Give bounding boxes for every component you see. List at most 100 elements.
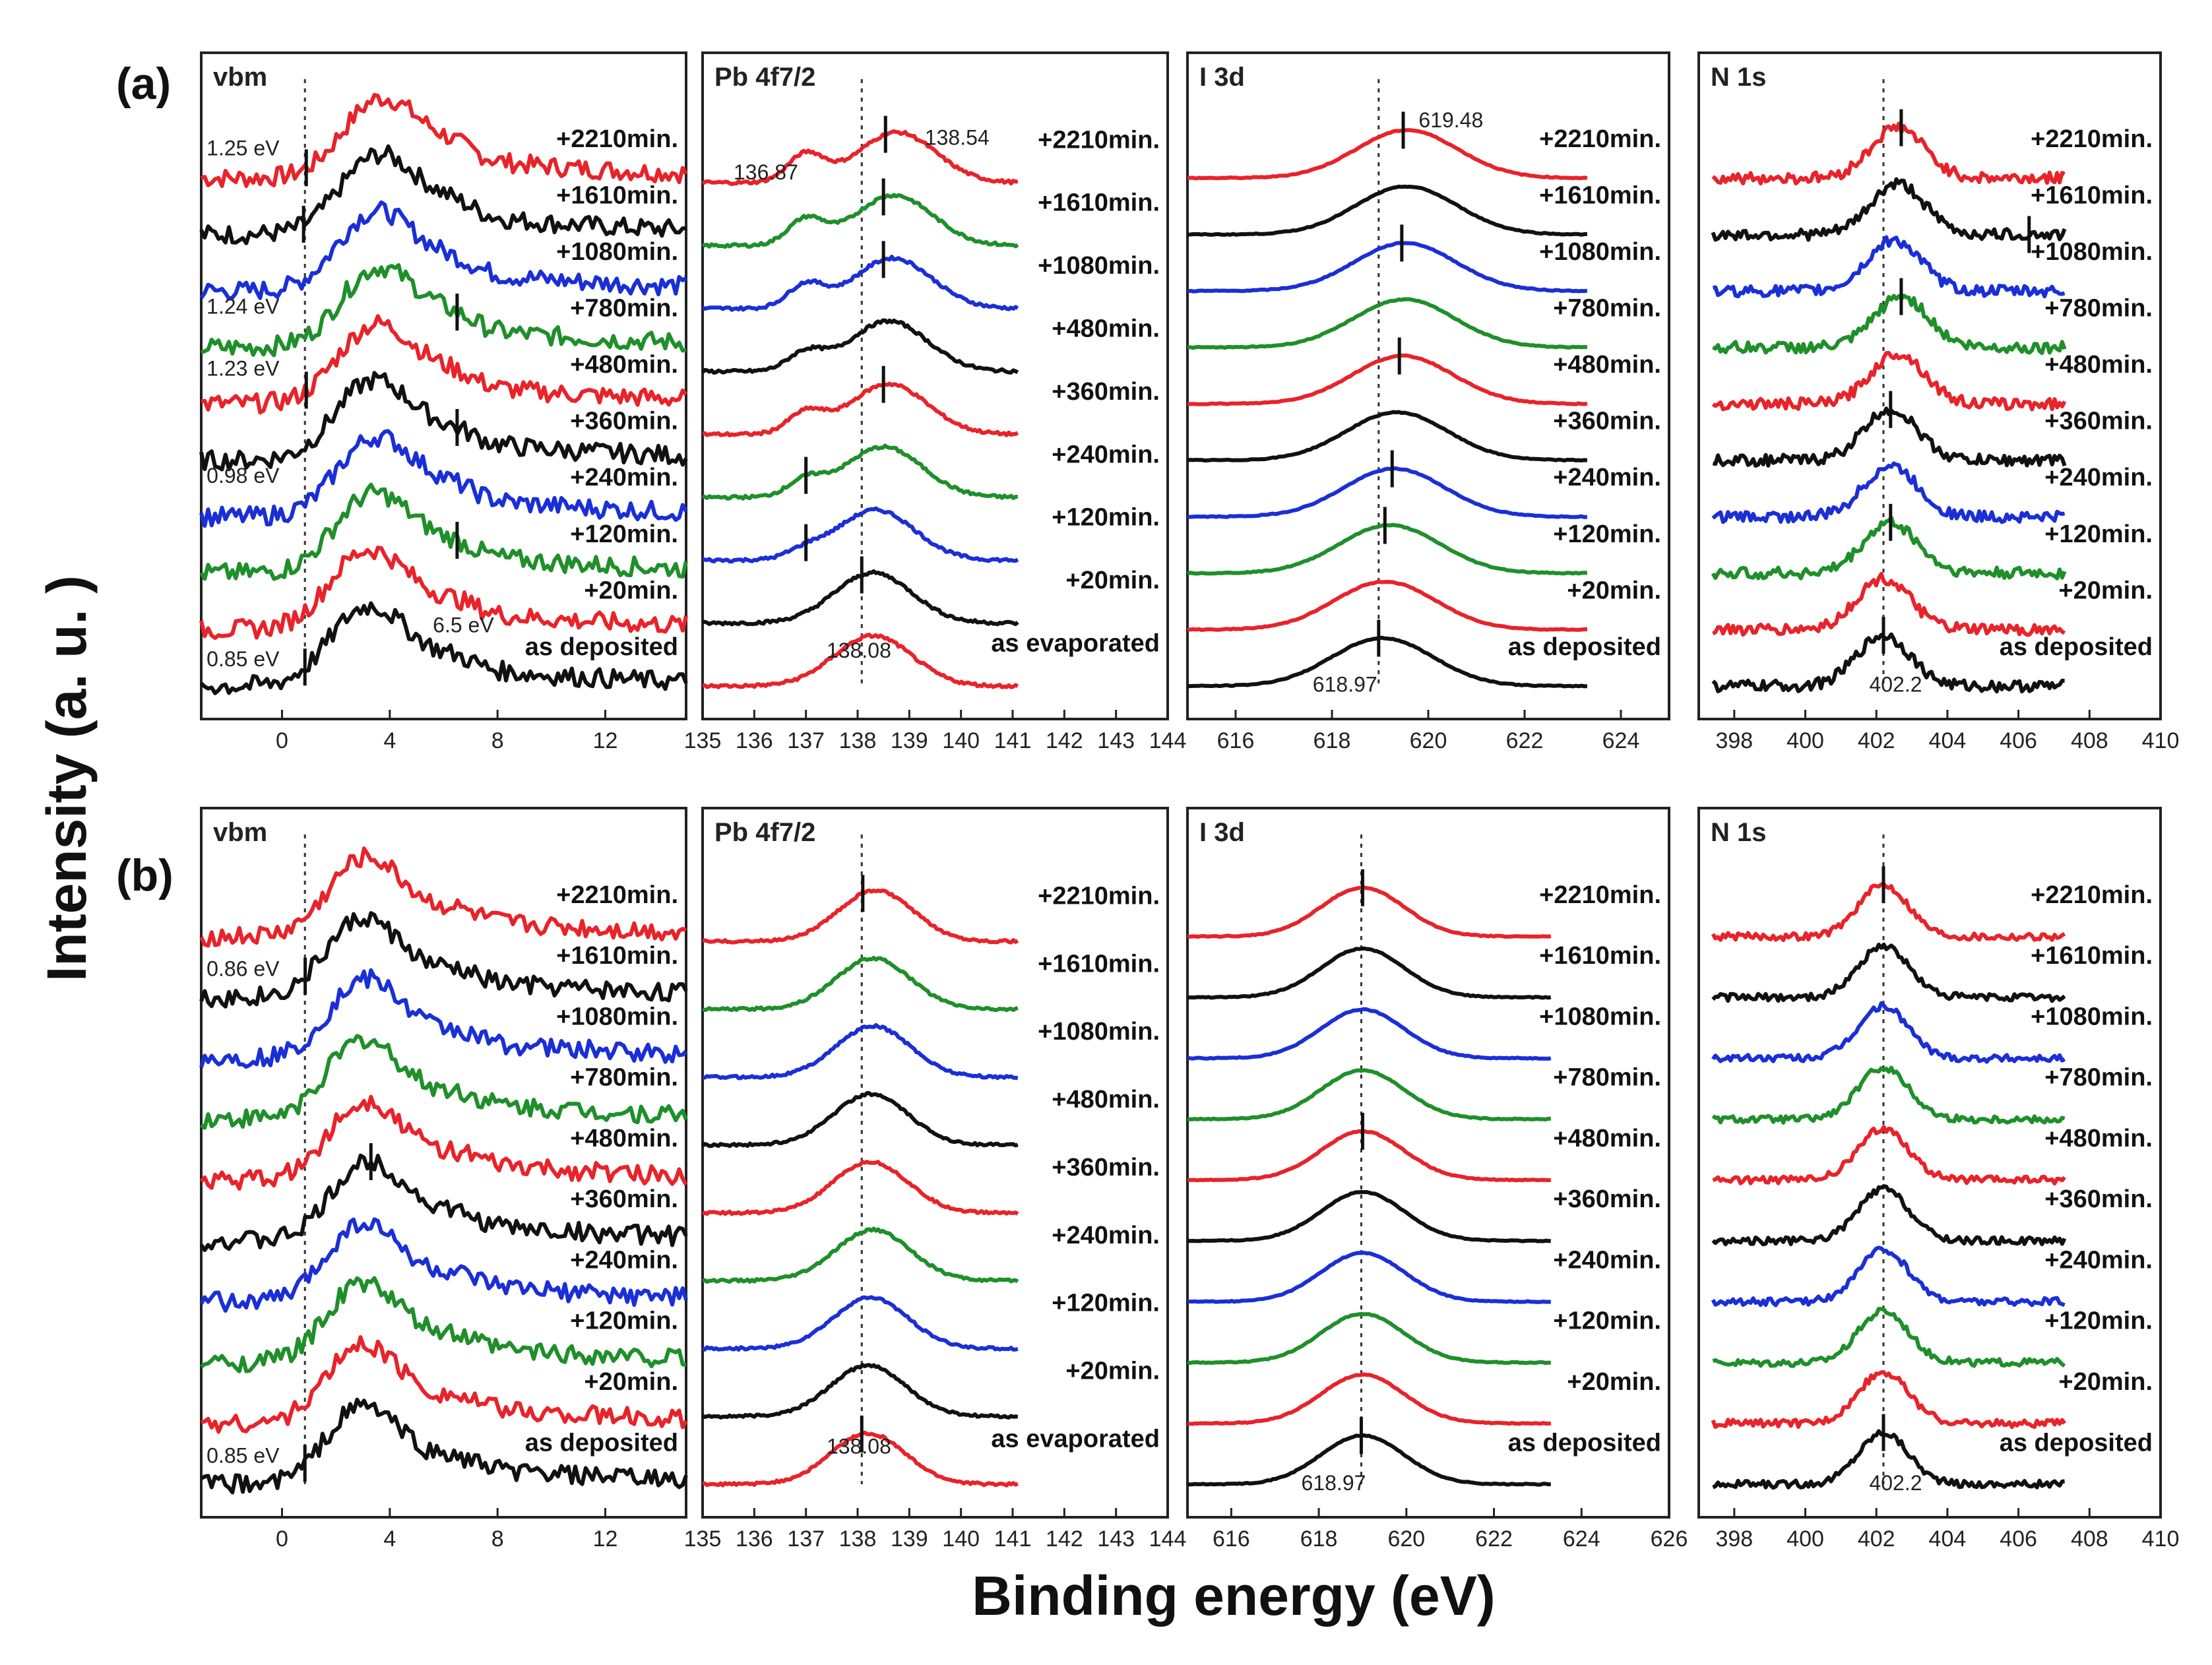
series-label: +780min.	[1553, 295, 1661, 323]
series-label: +240min.	[2044, 464, 2153, 491]
series-label: +20min.	[2058, 577, 2153, 604]
x-tick-label: 144	[1149, 728, 1187, 753]
series-line	[200, 92, 688, 188]
panel-a-n-1s: N 1s 398 400 402 404 406 408 410 +2210min. +1610m…	[1697, 51, 2179, 753]
series-label: +1080min.	[1038, 1018, 1160, 1046]
panel-title: I 3d	[1199, 63, 1245, 92]
series-label: +1610min.	[1539, 181, 1661, 209]
value-annotation: 402.2	[1869, 673, 1922, 697]
x-axis-title: Binding energy (eV)	[972, 1565, 1495, 1627]
series-label: +360min.	[570, 408, 678, 435]
x-tick-label: 137	[787, 728, 825, 753]
series-label: +1080min.	[2031, 1003, 2153, 1030]
x-tick-label: 139	[891, 728, 928, 753]
series-line	[701, 1295, 1019, 1352]
panel-frame	[1186, 807, 1670, 1519]
series-label: as deposited	[525, 1429, 678, 1457]
panel-frame	[1697, 807, 2162, 1519]
series-label: +2210min.	[2031, 881, 2153, 909]
value-annotation: 1.25 eV	[206, 137, 280, 160]
panel-title: Pb 4f7/2	[714, 818, 815, 847]
series-label: as deposited	[1508, 1429, 1661, 1457]
series-line	[1711, 632, 2065, 694]
panel-a-i-3d: I 3d 616 618 620 622 624 +2210min. +1610min. +10…	[1186, 51, 1670, 753]
series-label: +1610min.	[2031, 942, 2153, 970]
series-line	[1187, 184, 1587, 237]
series-label: +360min.	[1553, 1185, 1661, 1213]
series-line	[199, 846, 687, 948]
series-line	[1711, 882, 2066, 942]
series-label: +1080min.	[556, 1003, 678, 1030]
series-label: +780min.	[2044, 295, 2153, 323]
series-label: +360min.	[2044, 408, 2153, 435]
value-annotation: 138.54	[925, 126, 990, 150]
x-tick-label: 620	[1410, 728, 1447, 753]
series-line	[1187, 128, 1588, 181]
series-label: +2210min.	[2031, 125, 2153, 153]
series-line	[1187, 1251, 1551, 1304]
series-label: +2210min.	[556, 125, 678, 153]
series-label: +360min.	[1052, 1154, 1160, 1181]
x-tick-label: 624	[1602, 728, 1640, 753]
series-line	[1187, 410, 1588, 463]
series-line	[1713, 235, 2066, 299]
y-axis-title: Intensity (a. u. )	[36, 575, 98, 982]
x-tick-label: 136	[736, 728, 773, 753]
series-label: +780min.	[570, 295, 678, 323]
x-tick-label: 12	[593, 728, 618, 753]
value-annotation: 0.85 eV	[206, 1444, 280, 1468]
series-line	[201, 1335, 688, 1434]
series-line	[702, 1022, 1019, 1081]
x-tick-label: 398	[1715, 1526, 1753, 1552]
series-label: +240min.	[1553, 1246, 1661, 1274]
series-line	[1187, 353, 1588, 406]
row-letter-b: (b)	[116, 850, 174, 900]
x-tick-label: 0	[276, 1526, 288, 1552]
series-label: as deposited	[525, 633, 678, 661]
series-line	[1187, 946, 1552, 1000]
series-label: as evaporated	[991, 1425, 1160, 1453]
value-annotation: 0.85 eV	[206, 647, 280, 671]
x-tick-label: 137	[787, 1526, 825, 1552]
x-tick-label: 402	[1858, 728, 1895, 753]
series-line	[1187, 1433, 1551, 1487]
x-tick-label: 4	[383, 728, 396, 753]
series-line	[1187, 579, 1587, 632]
series-line	[702, 506, 1019, 564]
series-line	[199, 1217, 688, 1313]
series-label: +480min.	[1052, 1086, 1160, 1114]
series-label: +120min.	[2044, 520, 2153, 548]
x-tick-label: 142	[1046, 1526, 1083, 1552]
x-tick-label: 406	[2000, 1526, 2037, 1552]
series-line	[1187, 466, 1588, 519]
series-line	[701, 1226, 1019, 1284]
series-label: as deposited	[1508, 633, 1661, 661]
series-label: +120min.	[1052, 1290, 1160, 1317]
series-line	[1712, 406, 2067, 468]
panel-frame	[1186, 51, 1670, 720]
series-label: +120min.	[2044, 1307, 2153, 1335]
series-label: +780min.	[2044, 1064, 2153, 1092]
x-tick-label: 618	[1313, 728, 1351, 753]
panel-title: Pb 4f7/2	[714, 63, 815, 92]
value-annotation: 619.48	[1418, 108, 1483, 132]
series-label: +240min.	[1052, 441, 1160, 468]
series-label: +480min.	[1052, 315, 1160, 343]
series-label: +120min.	[570, 1307, 678, 1335]
series-label: +240min.	[1052, 1222, 1160, 1249]
series-label: +2210min.	[1539, 881, 1661, 909]
x-tick-label: 408	[2071, 1526, 2108, 1552]
x-tick-label: 404	[1929, 728, 1967, 753]
series-line	[701, 193, 1019, 249]
series-line	[1187, 1068, 1551, 1121]
series-label: +1080min.	[556, 238, 678, 266]
series-label: +20min.	[584, 1368, 678, 1396]
series-label: +240min.	[1553, 464, 1661, 491]
panels-group: vbm 0 4 8 12 +2210min. +1610min. +1080min. +780m…	[199, 51, 2180, 1552]
series-line	[1187, 297, 1588, 350]
x-tick-label: 410	[2142, 1526, 2180, 1552]
series-line	[702, 888, 1019, 945]
x-tick-label: 4	[383, 1526, 396, 1552]
series-line	[1711, 177, 2067, 242]
series-line	[199, 144, 687, 245]
